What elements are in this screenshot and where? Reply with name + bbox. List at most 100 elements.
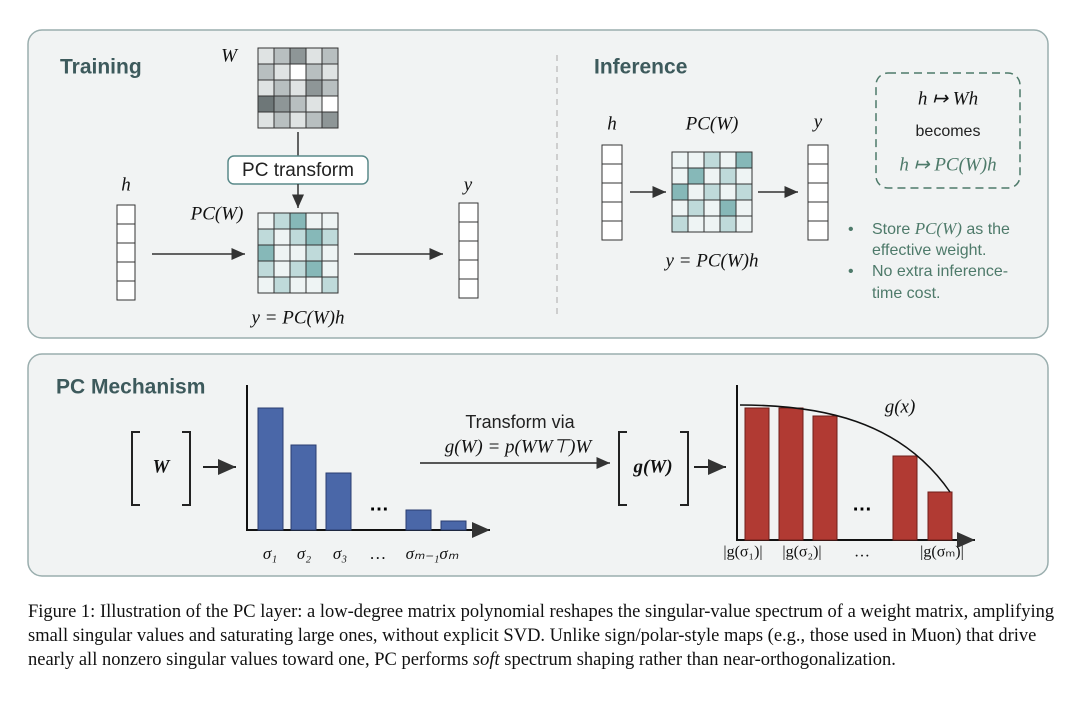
matrix-cell (305, 228, 323, 246)
matrix-cell (671, 183, 689, 201)
matrix-cell (257, 228, 275, 246)
vector-cell (458, 202, 479, 223)
y-label: y (462, 174, 473, 195)
mechanism-title: PC Mechanism (56, 376, 205, 399)
matrix-cell (257, 111, 275, 129)
matrix-cell (289, 212, 307, 230)
bullet-text: effective weight. (872, 242, 986, 259)
bar (290, 444, 317, 531)
matrix-cell (703, 167, 721, 185)
vector-cell (601, 220, 623, 241)
bullet-text: time cost. (872, 285, 940, 302)
matrix-cell (257, 276, 275, 294)
matrix-cell (703, 183, 721, 201)
matrix-cell (305, 95, 323, 113)
gw-label: g(W) (632, 456, 672, 477)
pcw-label: PC(W) (685, 113, 739, 134)
h-label: h (121, 174, 131, 195)
matrix-cell (321, 47, 339, 65)
matrix-cell (687, 151, 705, 169)
matrix-cell (273, 111, 291, 129)
matrix-cell (671, 215, 689, 233)
matrix-cell (305, 63, 323, 81)
matrix-cell (289, 244, 307, 262)
axis-label: … (370, 544, 385, 563)
matrix-cell (257, 95, 275, 113)
matrix-cell (735, 167, 753, 185)
ellipsis: … (369, 493, 389, 515)
matrix-cell (321, 244, 339, 262)
matrix-cell (687, 167, 705, 185)
bar (892, 455, 918, 541)
vector-cell (458, 278, 479, 299)
transform-text: Transform via (465, 412, 575, 432)
matrix-cell (289, 111, 307, 129)
box-line: h ↦ PC(W)h (899, 154, 996, 175)
matrix-cell (305, 260, 323, 278)
axis-label: σ₂ (297, 544, 311, 563)
matrix-cell (305, 47, 323, 65)
matrix-cell (273, 228, 291, 246)
matrix-cell (257, 260, 275, 278)
bullet: • (848, 263, 854, 280)
matrix-cell (289, 79, 307, 97)
matrix-cell (273, 260, 291, 278)
vector-cell (458, 259, 479, 280)
vector-cell (458, 221, 479, 242)
bar (257, 407, 284, 531)
matrix-cell (257, 212, 275, 230)
w-label: W (153, 456, 171, 477)
bar (325, 472, 352, 531)
matrix-cell (289, 228, 307, 246)
vector-cell (116, 280, 136, 301)
matrix-cell (273, 79, 291, 97)
matrix-cell (305, 111, 323, 129)
matrix-cell (703, 151, 721, 169)
pcw-label: PC(W) (190, 203, 244, 224)
matrix-cell (289, 95, 307, 113)
matrix-cell (703, 215, 721, 233)
matrix-cell (671, 199, 689, 217)
curve (739, 404, 951, 493)
inference-title: Inference (594, 56, 687, 79)
ellipsis: … (852, 493, 872, 515)
vector-cell (601, 182, 623, 203)
matrix-cell (719, 183, 737, 201)
axis-label: σ₁ (263, 544, 277, 563)
matrix-cell (735, 215, 753, 233)
matrix-cell (273, 63, 291, 81)
bar (812, 415, 838, 541)
matrix-cell (321, 63, 339, 81)
matrix-cell (257, 63, 275, 81)
box-line: becomes (916, 123, 981, 140)
h-label: h (607, 113, 617, 134)
matrix-cell (305, 79, 323, 97)
vector-cell (807, 220, 829, 241)
matrix-cell (321, 276, 339, 294)
matrix-cell (671, 151, 689, 169)
matrix-cell (273, 244, 291, 262)
transform-formula: g(W) = p(WW⊤)W (445, 436, 594, 457)
matrix-cell (703, 199, 721, 217)
matrix-cell (305, 212, 323, 230)
matrix-cell (719, 199, 737, 217)
vector-cell (807, 144, 829, 165)
bullet-text: Store PC(W) as the (872, 219, 1010, 238)
axis-label: σₘ₋₁σₘ (406, 544, 459, 563)
matrix-cell (719, 167, 737, 185)
training-title: Training (60, 56, 142, 79)
matrix-cell (289, 63, 307, 81)
bar (744, 407, 770, 541)
vector-cell (807, 201, 829, 222)
matrix-cell (687, 215, 705, 233)
bar (927, 491, 953, 541)
matrix-cell (321, 212, 339, 230)
vector-cell (601, 201, 623, 222)
axis-label: |g(σ₂)| (782, 544, 821, 561)
axis-label: |g(σₘ)| (920, 544, 964, 561)
matrix-cell (735, 199, 753, 217)
matrix-cell (735, 183, 753, 201)
axis-label: |g(σ₁)| (723, 544, 762, 561)
caption: Figure 1: Illustration of the PC layer: … (28, 602, 1055, 670)
